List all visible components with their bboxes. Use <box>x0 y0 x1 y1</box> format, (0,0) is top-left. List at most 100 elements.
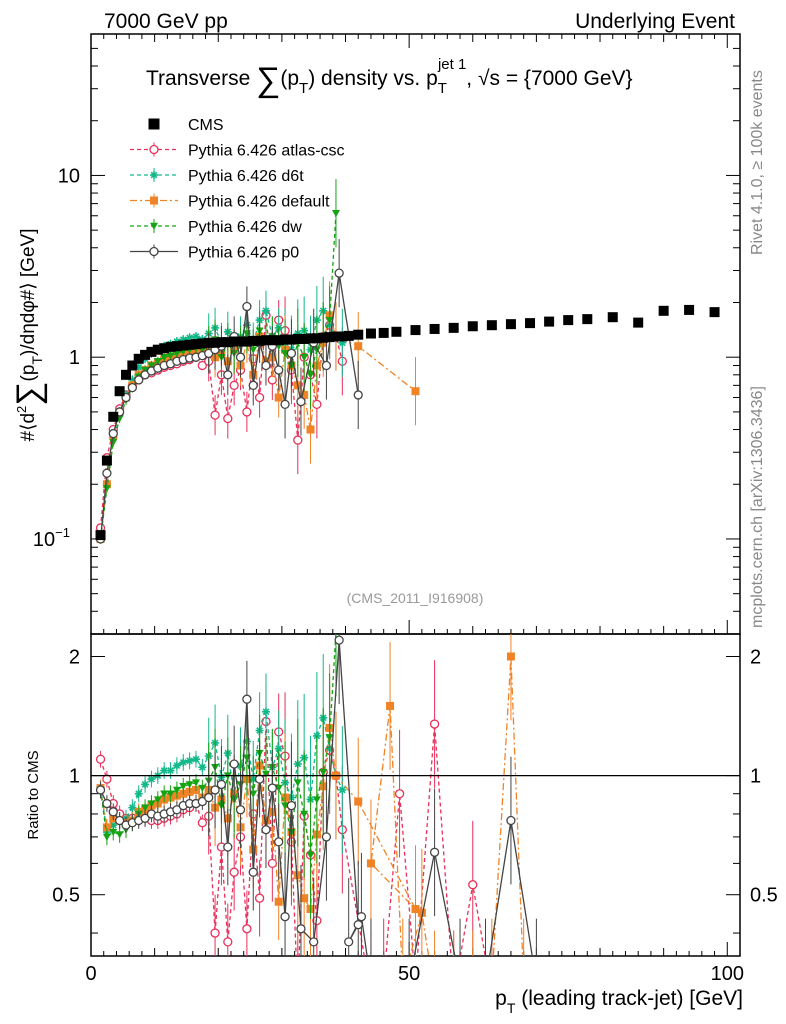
marker-star <box>150 171 158 179</box>
star-arm <box>167 767 174 774</box>
main-plot-data <box>95 179 720 544</box>
star-arm <box>128 804 136 812</box>
marker-open-circle <box>261 825 271 835</box>
marker-square <box>305 333 316 344</box>
marker-open-circle <box>223 413 233 424</box>
chart-title: Transverse ∑(pT) density vs. pTjet 1, √s… <box>146 56 633 99</box>
marker-open-circle <box>468 880 478 890</box>
marker-open-circle <box>223 937 233 947</box>
marker-square <box>486 320 497 331</box>
marker-triangle <box>198 784 207 793</box>
marker-triangle <box>153 796 162 804</box>
marker-square <box>152 344 163 355</box>
marker-square <box>684 304 695 315</box>
marker-square <box>267 335 278 346</box>
star-arm <box>135 790 143 798</box>
series-cms <box>95 304 720 541</box>
series-1 <box>96 276 347 544</box>
marker-open-circle <box>242 301 252 312</box>
star-arm <box>192 333 200 340</box>
legend: CMS Pythia 6.426 atlas-csc Pythia 6.426 d6… <box>130 117 345 262</box>
marker-square <box>354 342 363 351</box>
legend-label: Pythia 6.426 d6t <box>188 168 304 185</box>
marker-open-circle <box>229 380 239 391</box>
marker-open-circle <box>229 759 239 769</box>
marker-triangle <box>166 352 175 360</box>
marker-open-circle <box>210 928 220 938</box>
marker-open-circle <box>353 390 363 400</box>
marker-open-circle <box>114 815 125 826</box>
marker-square <box>467 321 478 332</box>
marker-open-circle <box>149 246 159 257</box>
marker-triangle <box>300 353 309 362</box>
marker-open-circle <box>140 813 150 823</box>
ratio-y-axis-label: Ratio to CMS <box>25 750 42 839</box>
legend-label: Pythia 6.426 p0 <box>188 245 299 262</box>
marker-square <box>190 339 201 350</box>
marker-open-circle <box>95 785 106 795</box>
marker-triangle <box>147 800 156 808</box>
marker-square <box>102 823 111 832</box>
ratio-tick-label-left: 1 <box>69 766 80 788</box>
marker-open-circle <box>248 380 258 391</box>
y-axis-label: #⟨d2∑(pT)/dηdφ#⟩ [GeV] <box>10 229 48 442</box>
marker-square <box>366 859 375 868</box>
marker-triangle <box>141 804 150 812</box>
marker-square <box>197 338 208 349</box>
star-arm <box>338 786 346 794</box>
legend-label: Pythia 6.426 default <box>188 194 330 211</box>
marker-open-circle <box>274 365 284 375</box>
marker-open-circle <box>280 399 290 410</box>
marker-square <box>95 530 106 541</box>
marker-open-circle <box>223 842 233 852</box>
marker-star <box>261 707 270 716</box>
marker-square <box>658 305 669 316</box>
marker-open-circle <box>429 847 440 857</box>
marker-open-circle <box>172 805 182 815</box>
marker-square <box>343 330 354 341</box>
marker-triangle <box>115 831 124 839</box>
marker-square <box>506 652 515 661</box>
marker-star <box>179 758 188 767</box>
marker-square <box>633 317 644 328</box>
marker-open-circle <box>356 912 367 922</box>
marker-square <box>171 341 182 352</box>
marker-triangle <box>249 790 258 798</box>
marker-open-circle <box>321 832 332 842</box>
marker-square <box>229 336 240 347</box>
marker-square <box>241 336 252 347</box>
marker-square <box>299 333 310 344</box>
ratio-series-4 <box>95 634 537 956</box>
ratio-tick-label-left: 0.5 <box>52 885 80 907</box>
marker-open-circle <box>108 807 118 817</box>
marker-square <box>248 335 259 346</box>
legend-item: Pythia 6.426 d6t <box>130 168 304 185</box>
marker-square <box>148 118 160 130</box>
legend-item: Pythia 6.426 atlas-csc <box>130 142 345 160</box>
marker-open-circle <box>267 783 277 793</box>
marker-square <box>354 797 363 806</box>
series-4 <box>95 239 363 544</box>
marker-open-circle <box>261 360 271 371</box>
marker-square <box>448 322 459 333</box>
marker-triangle <box>249 346 258 354</box>
marker-triangle <box>293 779 302 787</box>
marker-triangle <box>319 769 328 777</box>
marker-square <box>337 331 348 342</box>
marker-square <box>260 335 271 346</box>
marker-square <box>318 332 329 343</box>
star-arm <box>262 307 270 315</box>
legend-item: Pythia 6.426 dw <box>130 219 302 236</box>
marker-triangle <box>172 786 181 794</box>
marker-star <box>261 306 270 315</box>
marker-open-circle <box>197 818 207 828</box>
marker-open-circle <box>280 912 290 922</box>
legend-item: Pythia 6.426 default <box>130 193 330 211</box>
marker-open-circle <box>254 392 265 403</box>
marker-star <box>191 755 200 764</box>
marker-open-circle <box>429 719 440 729</box>
marker-open-circle <box>296 924 306 934</box>
marker-open-circle <box>229 867 239 877</box>
marker-open-circle <box>334 635 344 645</box>
x-tick-label: 0 <box>85 963 96 985</box>
